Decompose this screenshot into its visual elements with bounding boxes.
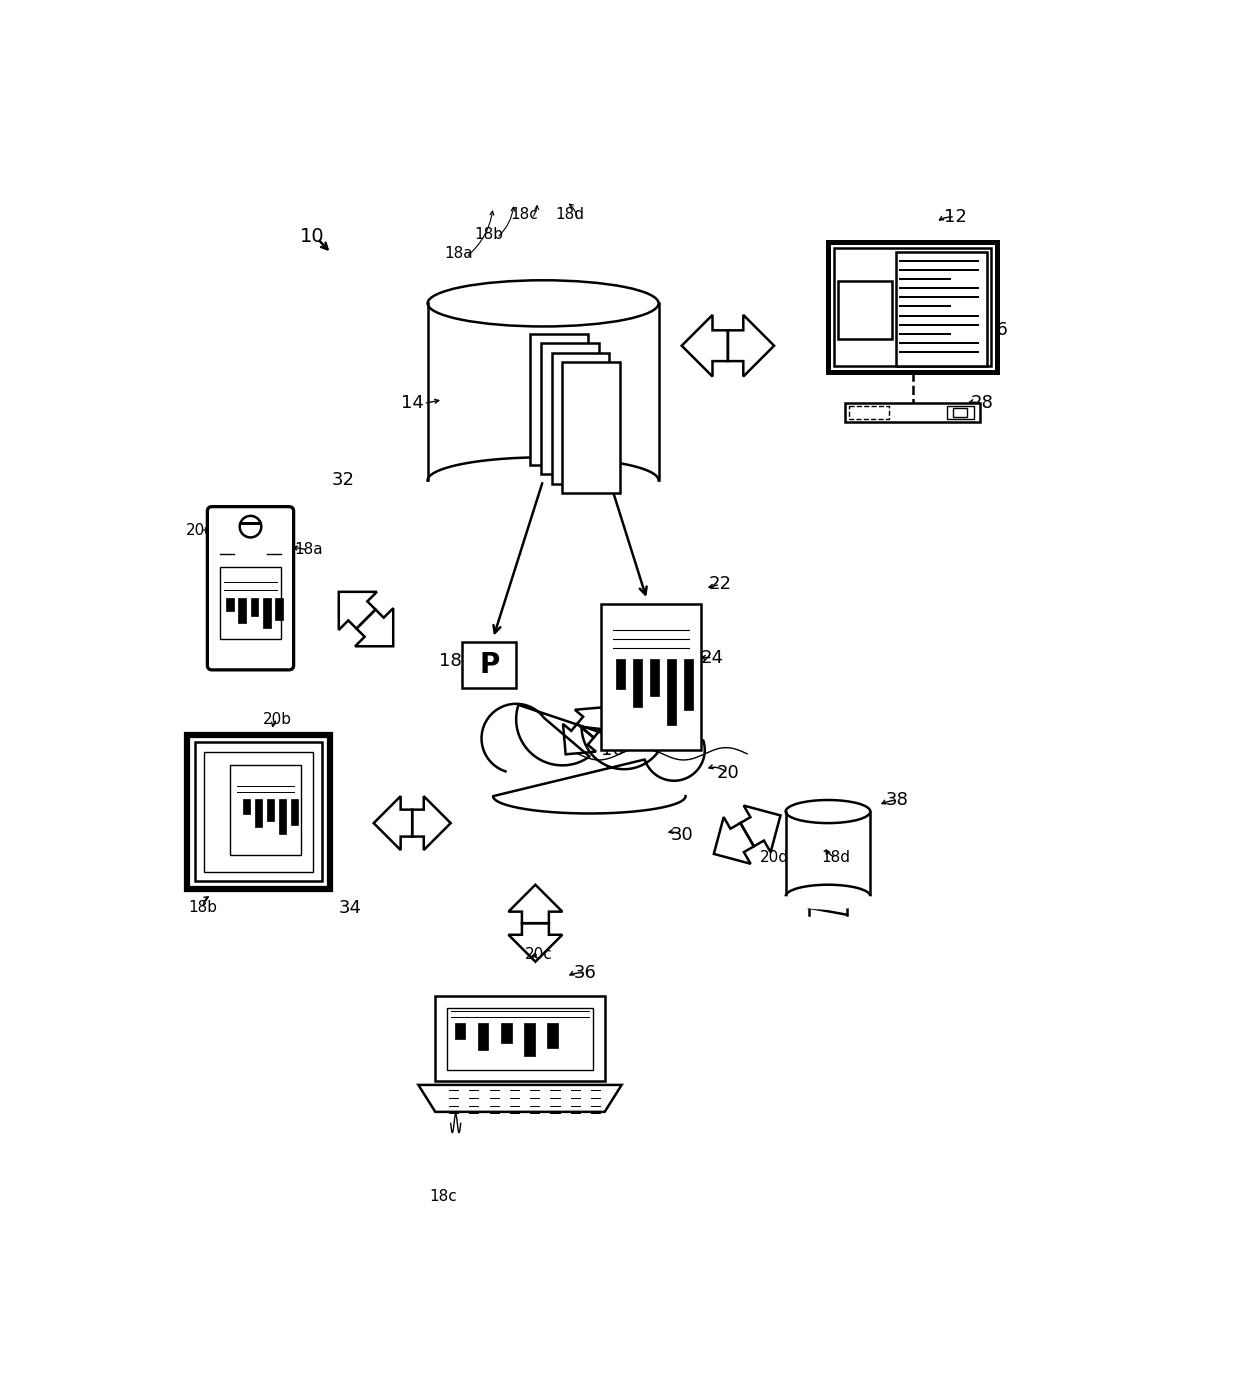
Bar <box>463 643 516 688</box>
Text: 18b: 18b <box>475 227 503 242</box>
Bar <box>523 1023 534 1056</box>
Bar <box>547 1023 558 1049</box>
Bar <box>838 281 893 339</box>
Bar <box>501 1023 512 1043</box>
FancyBboxPatch shape <box>207 507 294 670</box>
Text: 18a: 18a <box>294 542 322 557</box>
Bar <box>954 408 967 416</box>
Text: 18c: 18c <box>429 1189 456 1204</box>
Bar <box>667 659 676 725</box>
Bar <box>263 597 270 627</box>
Bar <box>849 406 889 419</box>
Bar <box>552 353 609 483</box>
Bar <box>226 597 233 611</box>
Bar <box>229 765 301 854</box>
Text: P: P <box>479 651 500 680</box>
Bar <box>254 799 262 827</box>
Bar <box>529 334 588 465</box>
Text: 34: 34 <box>339 899 362 917</box>
Bar <box>835 249 991 365</box>
Text: 20d: 20d <box>760 850 789 865</box>
Bar <box>195 743 322 881</box>
Bar <box>477 1023 489 1050</box>
Text: 32: 32 <box>331 471 355 489</box>
Bar <box>446 1008 593 1070</box>
Bar <box>205 751 312 872</box>
Text: 18a: 18a <box>444 246 472 261</box>
Bar <box>563 362 620 493</box>
Bar <box>946 406 973 419</box>
Text: 18c: 18c <box>510 207 538 222</box>
Bar <box>238 597 246 623</box>
Text: 10: 10 <box>300 227 325 246</box>
Text: 14: 14 <box>401 394 424 412</box>
Text: 20c: 20c <box>526 946 553 961</box>
Bar <box>243 799 249 814</box>
Text: 24: 24 <box>701 648 724 666</box>
Bar <box>844 402 981 422</box>
Text: 20: 20 <box>717 763 739 783</box>
Text: 20a: 20a <box>186 523 215 538</box>
Bar <box>219 567 281 638</box>
Bar <box>616 659 625 688</box>
Text: 36: 36 <box>574 964 596 982</box>
Text: 28: 28 <box>971 394 993 412</box>
Text: 16: 16 <box>601 741 624 759</box>
Bar <box>187 735 330 888</box>
Bar <box>684 659 693 710</box>
Bar <box>650 659 658 696</box>
Bar <box>541 343 599 474</box>
Text: 30: 30 <box>671 825 693 843</box>
Bar <box>435 997 605 1081</box>
Text: 18d: 18d <box>556 207 584 222</box>
Bar <box>601 604 701 750</box>
Bar <box>455 1023 465 1039</box>
Text: 12: 12 <box>944 209 966 227</box>
Bar <box>632 659 642 707</box>
Text: 22: 22 <box>709 575 732 593</box>
Bar <box>828 242 997 372</box>
Bar <box>267 799 274 821</box>
Bar <box>275 597 283 619</box>
Text: 38: 38 <box>885 791 909 809</box>
Text: 18b: 18b <box>188 901 217 916</box>
Text: 26: 26 <box>986 321 1009 339</box>
Bar <box>279 799 286 835</box>
Bar <box>250 597 258 616</box>
Text: 18d: 18d <box>821 850 851 865</box>
Bar <box>291 799 298 825</box>
Bar <box>897 251 987 365</box>
Text: 18: 18 <box>439 652 463 670</box>
Text: 20b: 20b <box>263 711 291 726</box>
